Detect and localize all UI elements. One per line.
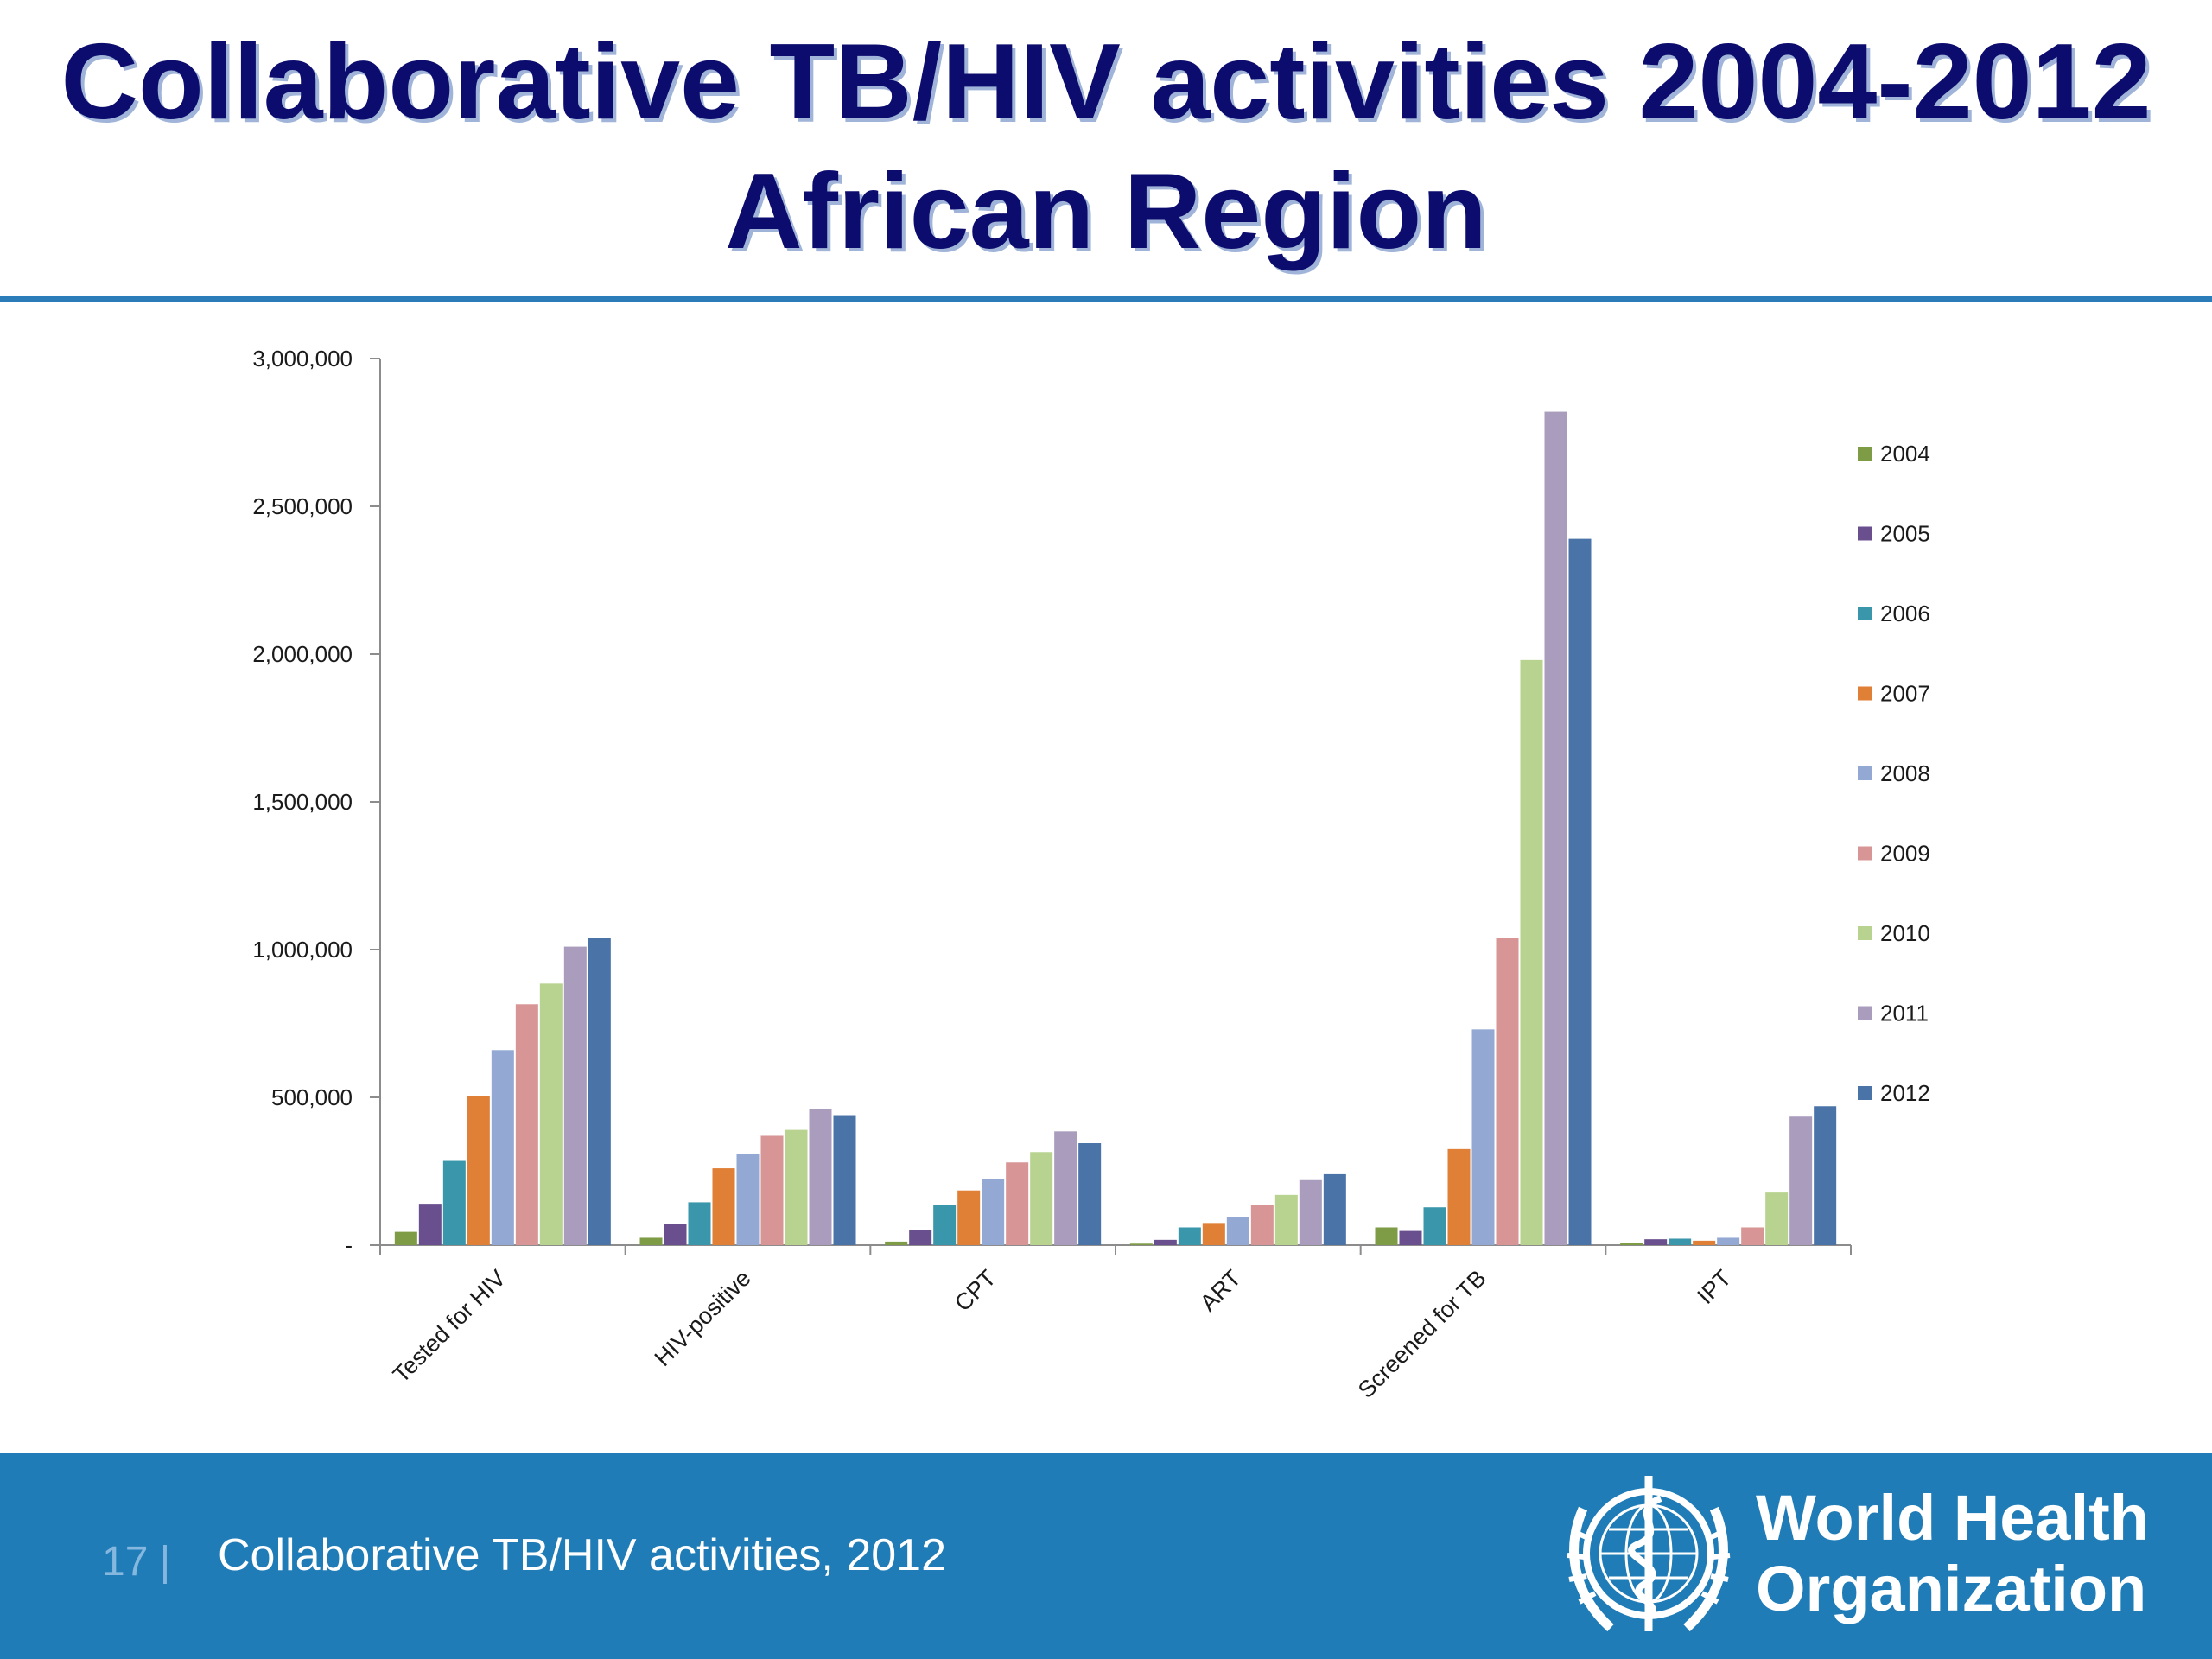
bar-2011 (1054, 1131, 1077, 1245)
legend-swatch (1858, 846, 1872, 861)
organization-name-line-2: Organization (1756, 1553, 2147, 1624)
y-tick-label: 500,000 (271, 1084, 353, 1110)
bar-2010 (539, 983, 563, 1245)
bar-2005 (664, 1224, 687, 1245)
bar-2007 (467, 1096, 490, 1245)
bar-2012 (1568, 538, 1592, 1245)
bar-2012 (1078, 1143, 1102, 1245)
legend-label: 2009 (1880, 841, 1930, 867)
organization-name: World Health Organization (1756, 1483, 2149, 1624)
legend-swatch (1858, 526, 1872, 541)
legend-swatch (1858, 1086, 1872, 1100)
title-line-2: African Region (725, 152, 1487, 271)
legend-swatch (1858, 447, 1872, 461)
bar-2010 (1765, 1192, 1789, 1245)
bar-2005 (1154, 1239, 1177, 1245)
bar-2009 (1250, 1205, 1274, 1245)
y-tick-label: 3,000,000 (252, 346, 353, 372)
legend-swatch (1858, 766, 1872, 780)
y-tick-label: 2,000,000 (252, 641, 353, 667)
legend-label: 2006 (1880, 601, 1930, 626)
bar-2006 (933, 1205, 957, 1245)
bar-2012 (833, 1115, 856, 1245)
bar-2011 (809, 1108, 832, 1245)
x-tick-label: CPT (950, 1265, 1001, 1316)
bar-2012 (588, 938, 611, 1245)
bar-2011 (1544, 411, 1567, 1245)
bar-2011 (1299, 1179, 1322, 1245)
bar-2009 (1006, 1162, 1029, 1245)
bar-2008 (1471, 1029, 1495, 1245)
footer-caption: Collaborative TB/HIV activities, 2012 (218, 1530, 946, 1580)
bar-2004 (1620, 1243, 1643, 1245)
bar-2007 (712, 1168, 735, 1245)
legend-swatch (1858, 926, 1872, 940)
legend-label: 2011 (1880, 1001, 1929, 1027)
y-tick-label: 2,500,000 (252, 493, 353, 519)
bar-2010 (1274, 1194, 1298, 1245)
who-emblem-icon (1567, 1476, 1731, 1632)
legend-swatch (1858, 1006, 1872, 1020)
y-tick-label: 1,500,000 (252, 789, 353, 815)
bar-2004 (885, 1241, 908, 1245)
x-tick-label: Screened for TB (1353, 1265, 1491, 1403)
page-number: 17 | (102, 1539, 171, 1585)
legend-label: 2004 (1880, 441, 1930, 467)
bar-2009 (515, 1004, 538, 1245)
legend-label: 2008 (1880, 760, 1930, 786)
legend-swatch (1858, 607, 1872, 620)
bar-2005 (1644, 1239, 1668, 1245)
bar-2005 (1399, 1230, 1422, 1245)
bar-2006 (1178, 1227, 1201, 1245)
legend-label: 2007 (1880, 681, 1930, 707)
bar-2008 (491, 1050, 514, 1245)
bar-2004 (394, 1231, 417, 1245)
bar-2004 (639, 1237, 663, 1245)
legend-label: 2012 (1880, 1080, 1930, 1106)
bar-2005 (418, 1204, 442, 1245)
bar-2009 (1741, 1227, 1764, 1245)
bar-2006 (442, 1160, 466, 1245)
x-tick-label: ART (1195, 1265, 1246, 1316)
x-tick-label: IPT (1692, 1265, 1736, 1309)
legend-swatch (1858, 686, 1872, 701)
bar-2006 (688, 1202, 711, 1245)
bar-2007 (1693, 1240, 1716, 1245)
bar-2005 (909, 1230, 932, 1245)
legend-label: 2005 (1880, 521, 1930, 547)
y-tick-label: - (345, 1232, 353, 1258)
bar-2012 (1323, 1173, 1346, 1245)
bar-2012 (1814, 1106, 1837, 1245)
y-tick-label: 1,000,000 (252, 937, 353, 963)
bar-2008 (1717, 1237, 1740, 1245)
title-line-1: Collaborative TB/HIV activities 2004-201… (60, 22, 2152, 142)
bar-chart: - 500,000 1,000,000 1,500,000 2,000,000 2,500… (252, 346, 1930, 1403)
bar-2010 (1030, 1152, 1053, 1245)
bar-2004 (1375, 1227, 1398, 1245)
bar-2007 (957, 1190, 981, 1245)
title-divider (0, 296, 2212, 302)
bar-2007 (1202, 1223, 1225, 1245)
bar-2008 (736, 1153, 760, 1245)
legend-label: 2010 (1880, 920, 1930, 946)
footer-bar (0, 1453, 2212, 1659)
bar-2011 (1789, 1116, 1813, 1245)
bar-2010 (1520, 659, 1543, 1245)
bar-2006 (1423, 1207, 1446, 1245)
x-tick-label: HIV-positive (650, 1265, 756, 1371)
organization-name-line-1: World Health (1756, 1482, 2149, 1554)
bar-2009 (760, 1135, 784, 1245)
bar-2006 (1669, 1238, 1692, 1245)
bar-2009 (1496, 938, 1519, 1245)
x-tick-label: Tested for HIV (388, 1265, 511, 1388)
bar-2008 (1226, 1217, 1249, 1245)
bar-2008 (982, 1179, 1005, 1245)
bar-2007 (1447, 1148, 1471, 1245)
bar-2010 (785, 1129, 808, 1245)
slide-title: Collaborative TB/HIV activities 2004-201… (0, 17, 2212, 276)
bar-2004 (1129, 1243, 1153, 1245)
bar-2011 (563, 946, 587, 1245)
